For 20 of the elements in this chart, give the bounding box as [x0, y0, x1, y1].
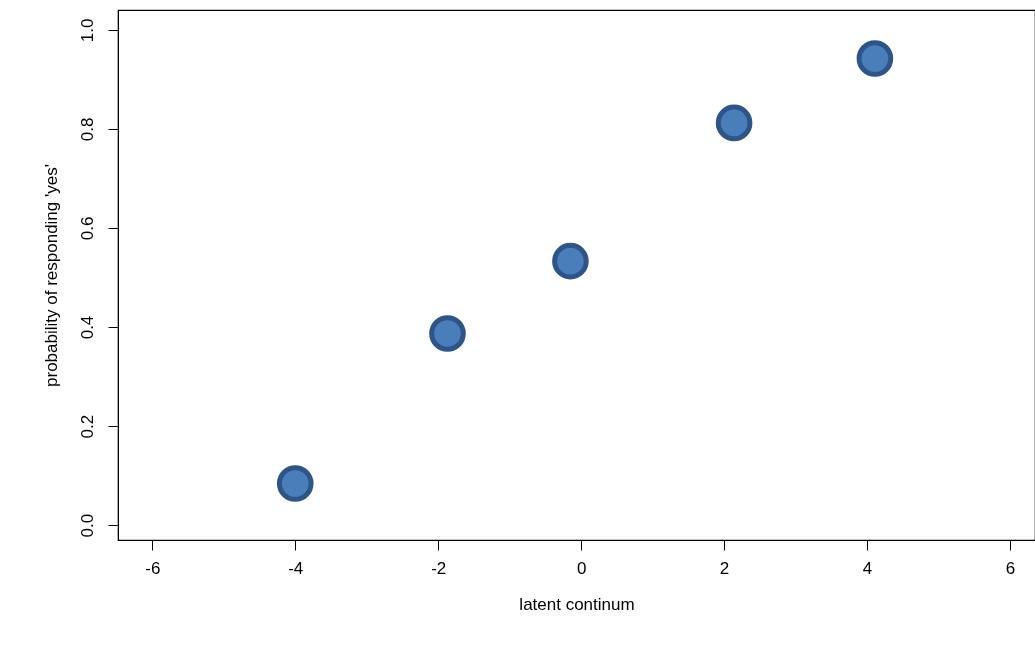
x-tick-label: 2 — [719, 558, 730, 578]
y-tick-label: 0.4 — [77, 315, 97, 340]
x-axis-title: latent continum — [519, 594, 635, 614]
point — [429, 315, 466, 352]
point — [552, 242, 589, 280]
x-tick-label: 6 — [1005, 558, 1016, 578]
point — [715, 104, 753, 142]
x-tick-label: -4 — [288, 558, 304, 578]
x-tick-label: 4 — [862, 558, 873, 578]
y-tick-label: 0.2 — [77, 414, 97, 439]
x-tick-label: -2 — [431, 558, 447, 578]
y-tick-label: 0.0 — [77, 513, 97, 538]
y-tick-label: 1.0 — [77, 18, 97, 43]
x-tick-label: -6 — [145, 558, 161, 578]
point — [276, 465, 314, 502]
y-tick-label: 0.6 — [77, 216, 97, 241]
y-tick-label: 0.8 — [77, 117, 97, 142]
y-axis-title: probability of responding 'yes' — [41, 164, 61, 387]
point — [856, 40, 894, 77]
x-tick-label: 0 — [576, 558, 587, 578]
